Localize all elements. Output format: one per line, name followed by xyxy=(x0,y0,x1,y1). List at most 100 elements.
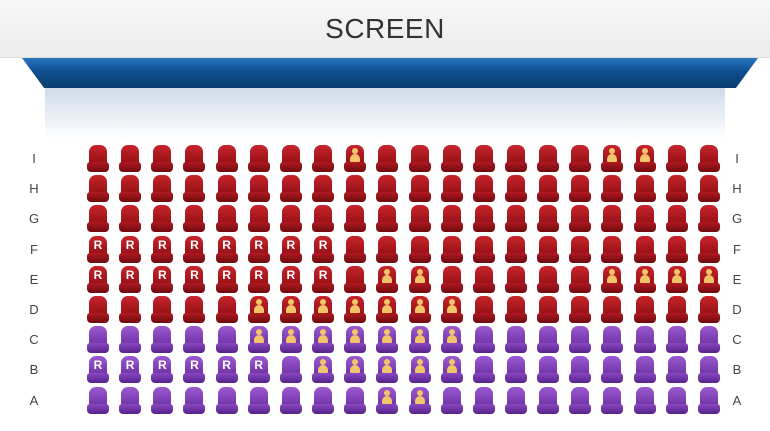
seat[interactable] xyxy=(472,296,495,323)
seat[interactable]: R xyxy=(215,265,238,293)
seat[interactable] xyxy=(504,296,527,323)
seat[interactable] xyxy=(633,386,656,414)
seat[interactable]: R xyxy=(312,265,335,293)
seat[interactable] xyxy=(601,205,624,233)
seat[interactable]: R xyxy=(247,265,270,293)
seat[interactable] xyxy=(697,326,720,354)
seat[interactable] xyxy=(504,175,527,203)
seat[interactable] xyxy=(569,205,592,233)
seat[interactable] xyxy=(569,356,592,384)
seat[interactable] xyxy=(344,356,367,384)
seat[interactable] xyxy=(665,205,688,233)
seat[interactable] xyxy=(312,296,335,323)
seat[interactable] xyxy=(569,386,592,414)
seat[interactable] xyxy=(87,386,109,414)
seat[interactable] xyxy=(697,296,720,323)
seat[interactable] xyxy=(601,296,624,323)
seat[interactable] xyxy=(119,296,142,323)
seat[interactable] xyxy=(440,175,463,203)
seat[interactable] xyxy=(312,386,335,414)
seat[interactable] xyxy=(408,265,431,293)
seat[interactable] xyxy=(569,265,592,293)
seat[interactable]: R xyxy=(87,356,109,384)
seat[interactable] xyxy=(87,175,109,203)
seat[interactable] xyxy=(408,386,431,414)
seat[interactable] xyxy=(537,386,560,414)
seat[interactable] xyxy=(344,265,367,293)
seat[interactable] xyxy=(537,326,560,354)
seat[interactable] xyxy=(344,326,367,354)
seat[interactable] xyxy=(537,205,560,233)
seat[interactable] xyxy=(440,296,463,323)
seat[interactable] xyxy=(537,175,560,203)
seat[interactable] xyxy=(151,205,174,233)
seat[interactable] xyxy=(537,356,560,384)
seat[interactable] xyxy=(504,326,527,354)
seat[interactable] xyxy=(247,296,270,323)
seat[interactable] xyxy=(697,145,720,172)
seat[interactable] xyxy=(537,145,560,172)
seat[interactable] xyxy=(665,235,688,263)
seat[interactable] xyxy=(279,205,302,233)
seat[interactable] xyxy=(504,205,527,233)
seat[interactable] xyxy=(408,175,431,203)
seat[interactable] xyxy=(665,296,688,323)
seat[interactable] xyxy=(215,145,238,172)
seat[interactable] xyxy=(440,386,463,414)
seat[interactable]: R xyxy=(312,235,335,263)
seat[interactable]: R xyxy=(183,356,206,384)
seat[interactable] xyxy=(633,356,656,384)
seat[interactable] xyxy=(697,235,720,263)
seat[interactable] xyxy=(376,175,399,203)
seat[interactable] xyxy=(697,175,720,203)
seat[interactable] xyxy=(344,175,367,203)
seat[interactable] xyxy=(344,296,367,323)
seat[interactable] xyxy=(87,205,109,233)
seat[interactable] xyxy=(119,205,142,233)
seat[interactable] xyxy=(376,326,399,354)
seat[interactable] xyxy=(119,175,142,203)
seat[interactable] xyxy=(183,205,206,233)
seat[interactable]: R xyxy=(119,235,142,263)
seat[interactable] xyxy=(537,235,560,263)
seat[interactable] xyxy=(665,145,688,172)
seat[interactable] xyxy=(215,205,238,233)
seat[interactable] xyxy=(697,386,720,414)
seat[interactable]: R xyxy=(87,235,109,263)
seat[interactable] xyxy=(504,386,527,414)
seat[interactable] xyxy=(569,235,592,263)
seat[interactable]: R xyxy=(183,265,206,293)
seat[interactable] xyxy=(247,205,270,233)
seat[interactable] xyxy=(537,296,560,323)
seat[interactable] xyxy=(633,145,656,172)
seat[interactable]: R xyxy=(151,265,174,293)
seat[interactable] xyxy=(504,265,527,293)
seat[interactable] xyxy=(247,145,270,172)
seat[interactable] xyxy=(472,145,495,172)
seat[interactable] xyxy=(440,235,463,263)
seat[interactable] xyxy=(87,326,109,354)
seat[interactable] xyxy=(183,326,206,354)
seat[interactable]: R xyxy=(215,235,238,263)
seat[interactable] xyxy=(472,205,495,233)
seat[interactable] xyxy=(376,265,399,293)
seat[interactable] xyxy=(279,175,302,203)
seat[interactable] xyxy=(215,386,238,414)
seat[interactable] xyxy=(151,175,174,203)
seat[interactable] xyxy=(408,235,431,263)
seat[interactable] xyxy=(344,205,367,233)
seat[interactable] xyxy=(472,386,495,414)
seat[interactable] xyxy=(215,296,238,323)
seat[interactable] xyxy=(472,356,495,384)
seat[interactable] xyxy=(504,145,527,172)
seat[interactable] xyxy=(504,235,527,263)
seat[interactable] xyxy=(408,145,431,172)
seat[interactable] xyxy=(697,265,720,293)
seat[interactable] xyxy=(440,356,463,384)
seat[interactable] xyxy=(665,175,688,203)
seat[interactable] xyxy=(151,145,174,172)
seat[interactable] xyxy=(344,386,367,414)
seat[interactable] xyxy=(215,175,238,203)
seat[interactable] xyxy=(601,386,624,414)
seat[interactable] xyxy=(665,356,688,384)
